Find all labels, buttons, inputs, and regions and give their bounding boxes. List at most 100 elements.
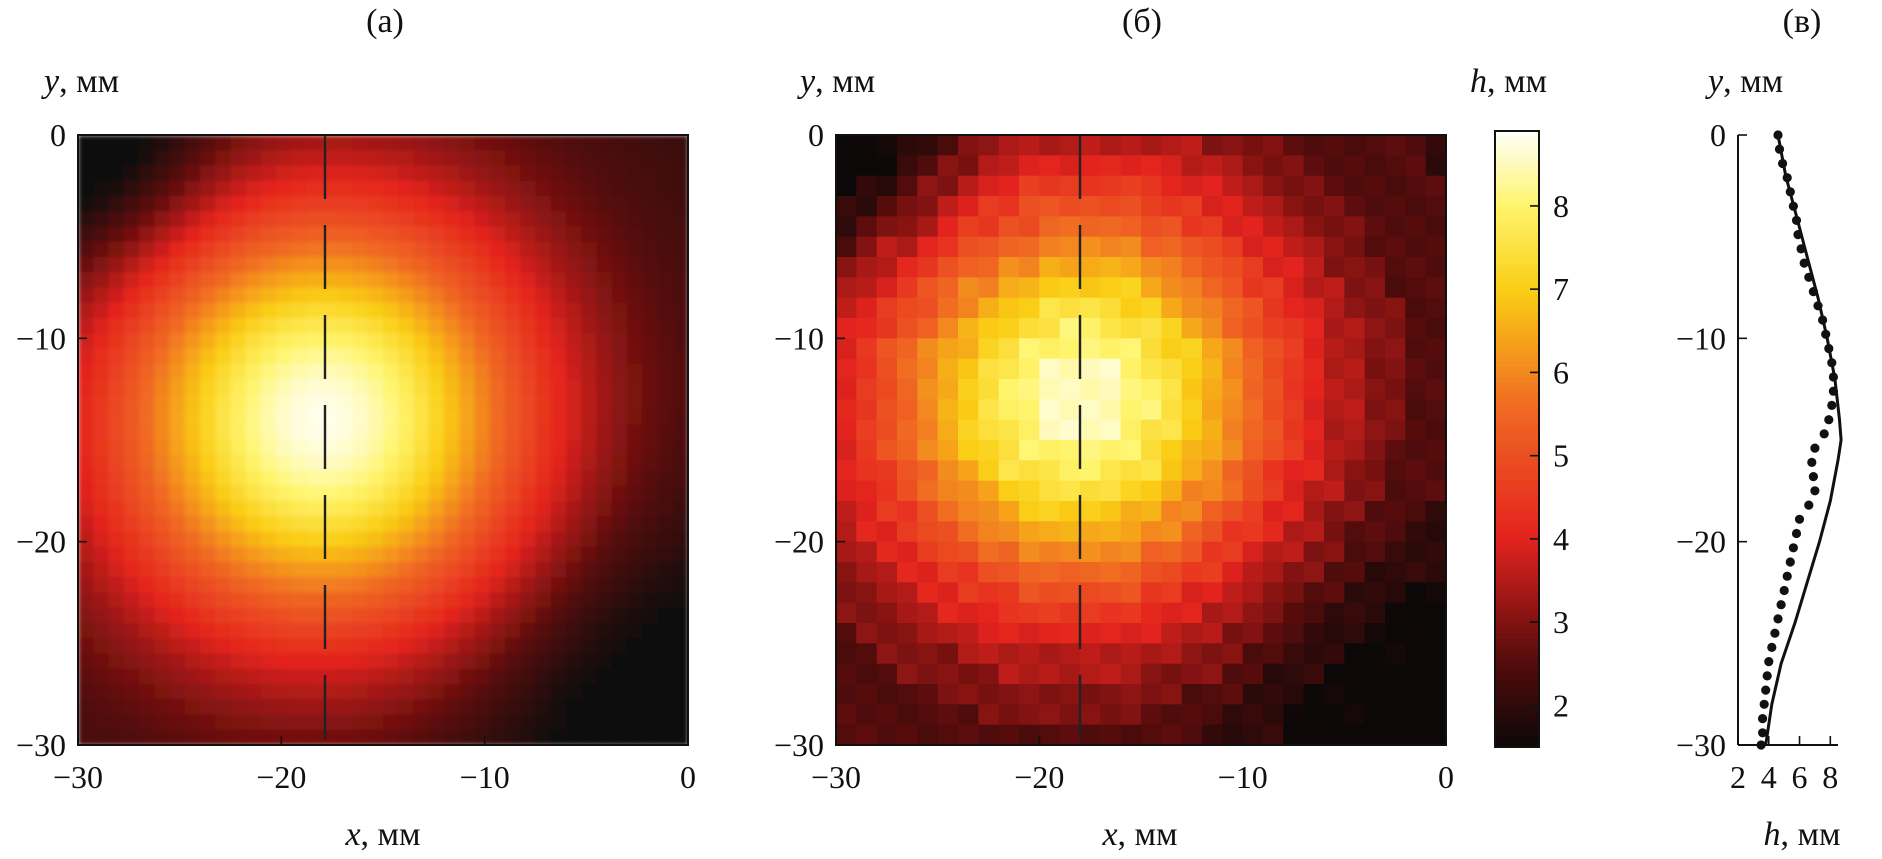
heat-cell [1283,724,1305,745]
heat-cell [337,333,354,350]
heat-cell [383,180,399,197]
colorbar-step [1495,459,1539,466]
heat-cell [139,196,155,212]
profile-point [1828,386,1838,396]
heat-cell [1303,399,1325,421]
colorbar-step [1495,680,1539,686]
heat-cell [1181,297,1203,319]
heat-cell [1161,440,1183,461]
heat-cell [78,226,94,243]
heat-cell [444,653,460,670]
heat-cell [261,440,277,456]
heat-cell [520,455,537,472]
heat-cell [459,211,476,228]
heat-cell [230,440,247,456]
heat-cell [398,607,415,624]
heat-cell [413,409,430,426]
heat-cell [505,531,521,548]
heat-cell [627,363,643,380]
heat-cell [230,668,247,685]
heat-cell [367,623,384,639]
heat-cell [1100,277,1122,299]
heat-cell [596,562,613,578]
heat-cell [1303,602,1325,624]
heat-cell [1120,541,1142,563]
heat-cell [1202,175,1223,197]
heat-cell [367,531,384,548]
heat-cell [998,440,1020,461]
heat-cell [581,302,598,319]
heat-cell [505,241,521,258]
heat-cell [383,272,399,289]
heat-cell [1019,318,1040,339]
heat-cell [1222,277,1244,299]
heat-cell [642,241,659,258]
heat-cell [550,363,567,380]
heat-cell [836,135,857,156]
heat-cell [459,455,476,472]
heat-cell [444,470,460,487]
heat-cell [1059,440,1081,461]
heat-cell [123,180,140,197]
heat-cell [489,577,506,594]
heat-cell [937,704,959,726]
heat-cell [566,394,582,411]
heat-cell [627,485,643,502]
heat-cell [611,348,628,365]
heat-cell [1303,338,1325,360]
heat-cell [550,546,567,563]
heat-cell [139,409,155,426]
heat-cell [306,318,323,334]
heat-cell [1303,440,1325,461]
heat-cell [398,623,415,639]
heat-cell [657,592,674,609]
heat-cell [245,562,262,578]
heat-cell [444,318,460,334]
heat-cell [917,440,939,461]
heat-cell [937,501,959,522]
heat-cell [917,297,939,319]
heat-cell [291,501,308,517]
heat-cell [261,562,277,578]
heat-cell [642,577,659,594]
heat-cell [1019,663,1040,685]
heat-cell [535,470,552,487]
heat-cell [1039,521,1061,543]
heat-cell [581,592,598,609]
heat-cell [245,196,262,212]
colorbar-step [1495,526,1539,532]
heat-cell [1385,440,1406,461]
heat-cell [672,150,688,167]
heat-cell [398,302,415,319]
heat-cell [78,684,94,700]
heat-cell [261,501,277,517]
heat-cell [1324,175,1345,197]
heat-cell [230,150,247,167]
heat-cell [489,592,506,609]
heat-cell [154,150,171,167]
heat-cell [154,302,171,319]
heat-cell [1100,582,1122,604]
heat-cell [169,287,186,304]
heat-cell [596,409,613,426]
heat-cell [581,150,598,167]
heat-cell [657,714,674,731]
colorbar-step [1495,161,1539,168]
heat-cell [1161,399,1183,421]
colorbar-step [1495,567,1539,574]
heat-cell [1202,419,1223,441]
heat-cell [978,358,1000,380]
heat-cell [261,714,277,731]
heat-cell [856,501,878,522]
heat-cell [1059,277,1081,299]
panel-c-title: (в) [1783,3,1822,40]
heat-cell [200,440,216,456]
heat-cell [398,257,415,273]
heat-cell [123,714,140,731]
heat-cell [337,257,354,273]
heat-cell [856,704,878,726]
heat-cell [154,424,171,441]
heat-cell [398,363,415,380]
heat-cell [876,419,898,441]
heat-cell [215,455,232,472]
